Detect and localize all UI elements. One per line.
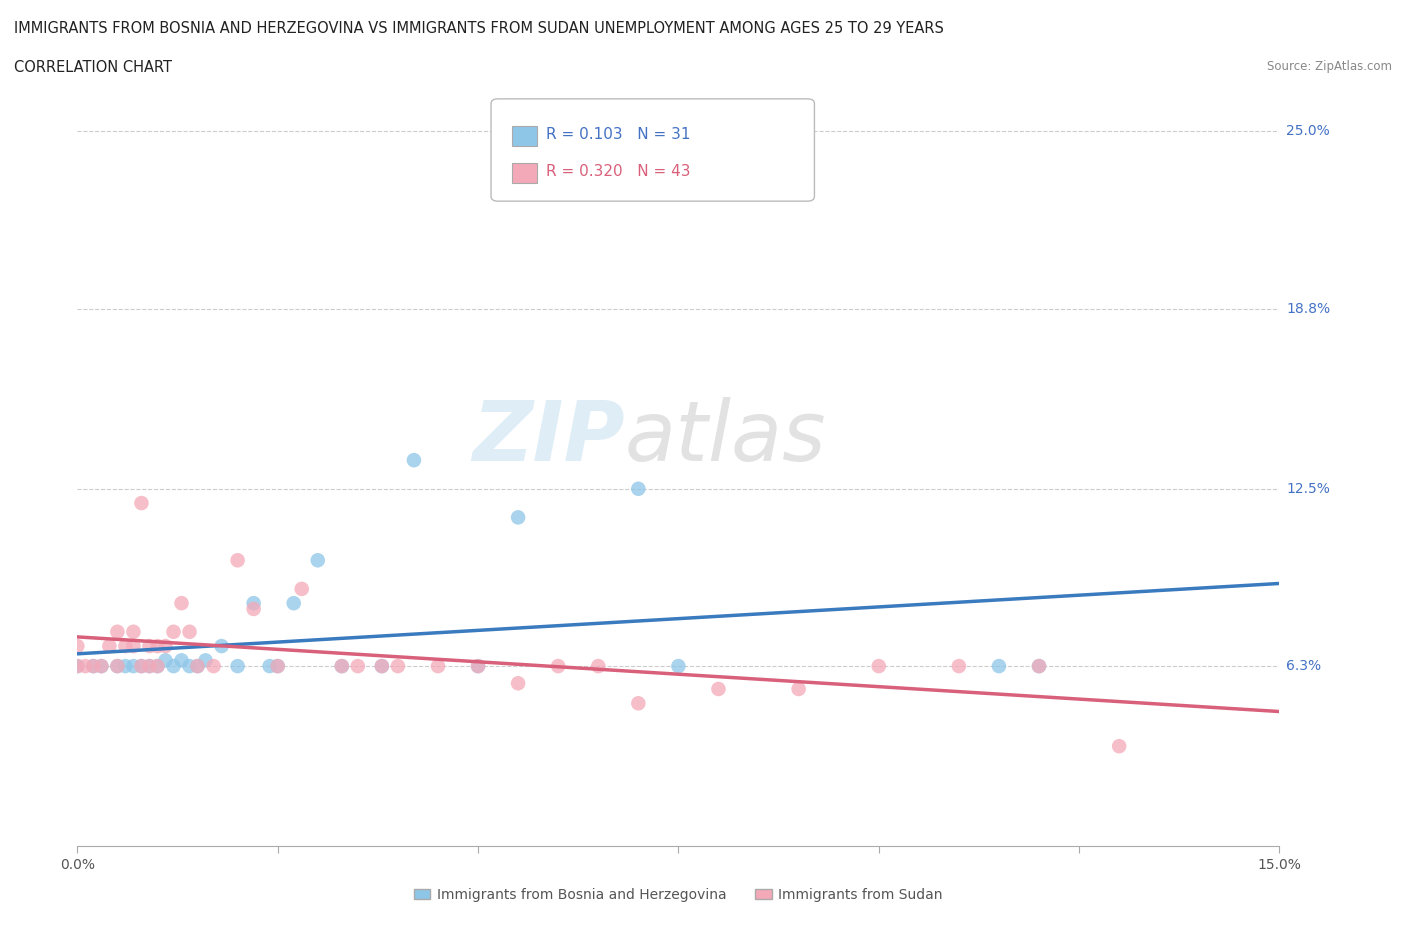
- Point: [668, 658, 690, 673]
- Point: [107, 624, 129, 639]
- Point: [114, 658, 136, 673]
- Point: [787, 682, 810, 697]
- Point: [948, 658, 970, 673]
- Point: [467, 658, 489, 673]
- Point: [347, 658, 370, 673]
- Point: [131, 658, 153, 673]
- Text: R = 0.103   N = 31: R = 0.103 N = 31: [546, 126, 690, 141]
- Point: [588, 658, 610, 673]
- Point: [259, 658, 281, 673]
- Point: [627, 696, 650, 711]
- Point: [122, 624, 145, 639]
- Point: [427, 658, 450, 673]
- Text: 25.0%: 25.0%: [1286, 125, 1330, 139]
- Point: [186, 658, 209, 673]
- Text: atlas: atlas: [624, 396, 825, 477]
- Point: [146, 658, 169, 673]
- Point: [155, 653, 177, 668]
- Point: [179, 624, 201, 639]
- Point: [211, 639, 233, 654]
- Point: [107, 658, 129, 673]
- Point: [226, 552, 249, 567]
- Point: [508, 676, 530, 691]
- Point: [387, 658, 409, 673]
- Point: [267, 658, 290, 673]
- Point: [371, 658, 394, 673]
- Point: [307, 552, 329, 567]
- Point: [138, 639, 160, 654]
- Point: [170, 596, 193, 611]
- Point: [122, 658, 145, 673]
- Point: [162, 624, 184, 639]
- Point: [1108, 738, 1130, 753]
- Point: [868, 658, 890, 673]
- Point: [283, 596, 305, 611]
- Point: [988, 658, 1011, 673]
- Point: [330, 658, 353, 673]
- Point: [90, 658, 112, 673]
- Point: [155, 639, 177, 654]
- Text: IMMIGRANTS FROM BOSNIA AND HERZEGOVINA VS IMMIGRANTS FROM SUDAN UNEMPLOYMENT AMO: IMMIGRANTS FROM BOSNIA AND HERZEGOVINA V…: [14, 21, 943, 36]
- Text: 12.5%: 12.5%: [1286, 482, 1330, 496]
- Text: 18.8%: 18.8%: [1286, 301, 1330, 315]
- Point: [267, 658, 290, 673]
- Point: [138, 658, 160, 673]
- Point: [226, 658, 249, 673]
- Legend: Immigrants from Bosnia and Herzegovina, Immigrants from Sudan: Immigrants from Bosnia and Herzegovina, …: [408, 883, 949, 908]
- Point: [138, 658, 160, 673]
- Point: [122, 639, 145, 654]
- Point: [194, 653, 217, 668]
- Point: [162, 658, 184, 673]
- Point: [707, 682, 730, 697]
- Point: [186, 658, 209, 673]
- Point: [202, 658, 225, 673]
- Point: [114, 639, 136, 654]
- Point: [82, 658, 104, 673]
- Text: 6.3%: 6.3%: [1286, 659, 1322, 673]
- Point: [242, 596, 264, 611]
- Point: [627, 482, 650, 497]
- Point: [107, 658, 129, 673]
- Point: [179, 658, 201, 673]
- Point: [146, 639, 169, 654]
- Point: [547, 658, 569, 673]
- Point: [98, 639, 121, 654]
- Point: [66, 639, 89, 654]
- Point: [146, 658, 169, 673]
- Text: Source: ZipAtlas.com: Source: ZipAtlas.com: [1267, 60, 1392, 73]
- Point: [170, 653, 193, 668]
- Text: CORRELATION CHART: CORRELATION CHART: [14, 60, 172, 75]
- Text: R = 0.320   N = 43: R = 0.320 N = 43: [546, 164, 690, 179]
- Point: [508, 510, 530, 525]
- Text: ZIP: ZIP: [471, 396, 624, 477]
- Point: [291, 581, 314, 596]
- Point: [1028, 658, 1050, 673]
- Point: [242, 602, 264, 617]
- Point: [82, 658, 104, 673]
- Point: [330, 658, 353, 673]
- Point: [66, 658, 89, 673]
- Point: [131, 496, 153, 511]
- Point: [66, 658, 89, 673]
- Point: [467, 658, 489, 673]
- Point: [75, 658, 97, 673]
- Point: [90, 658, 112, 673]
- Point: [371, 658, 394, 673]
- Point: [1028, 658, 1050, 673]
- Point: [131, 658, 153, 673]
- Point: [402, 453, 425, 468]
